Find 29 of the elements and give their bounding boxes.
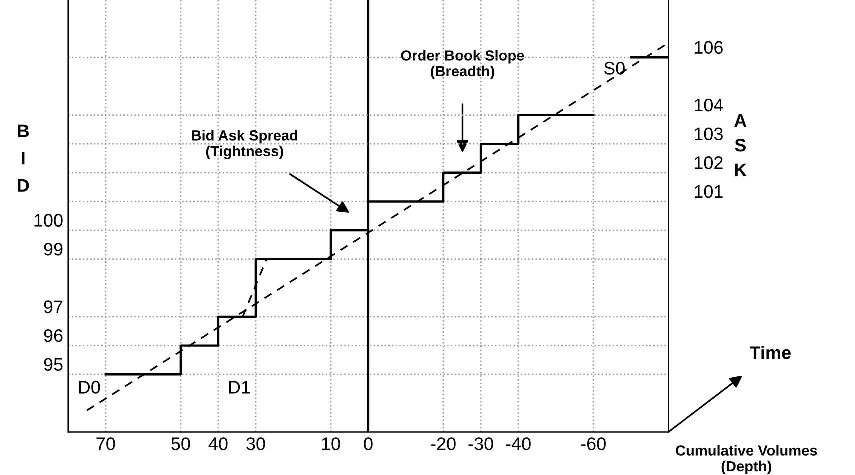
y2-tick-label: 106 (694, 41, 723, 54)
x-tick-label: 10 (322, 438, 340, 450)
y-tick-label: 97 (44, 300, 63, 314)
text: Time (750, 346, 791, 360)
y-tick-label: 100 (34, 214, 63, 227)
annotation: Order Book Slope (Breadth) (401, 50, 524, 80)
y-tick-label: 99 (44, 242, 63, 256)
x-tick-label: -40 (506, 438, 531, 450)
y-tick-label: 95 (44, 358, 63, 372)
y2-axis-title: ASK (734, 114, 747, 176)
x-tick-label: 50 (172, 438, 190, 450)
y-axis-title: BID (18, 124, 30, 192)
y-tick-label: 96 (44, 329, 63, 342)
annotation: S0 (604, 62, 625, 75)
y2-tick-label: 102 (694, 156, 723, 170)
x-tick-label: 70 (96, 438, 116, 450)
x-tick-label: 30 (246, 438, 266, 450)
x-tick-label: 0 (364, 438, 373, 450)
x-tick-label: -30 (468, 438, 494, 450)
y2-tick-label: 101 (694, 185, 723, 198)
annotation: D1 (229, 381, 250, 394)
x-tick-label: 40 (208, 438, 228, 450)
y2-tick-label: 103 (694, 128, 723, 141)
y2-tick-label: 104 (694, 98, 724, 112)
annotation: Bid Ask Spread (Tightness) (192, 130, 298, 160)
annotation: D0 (79, 381, 100, 394)
x-tick-label: -60 (581, 438, 606, 450)
x-axis-title: Cumulative Volumes (Depth) (676, 445, 818, 475)
x-tick-label: -20 (431, 438, 456, 450)
